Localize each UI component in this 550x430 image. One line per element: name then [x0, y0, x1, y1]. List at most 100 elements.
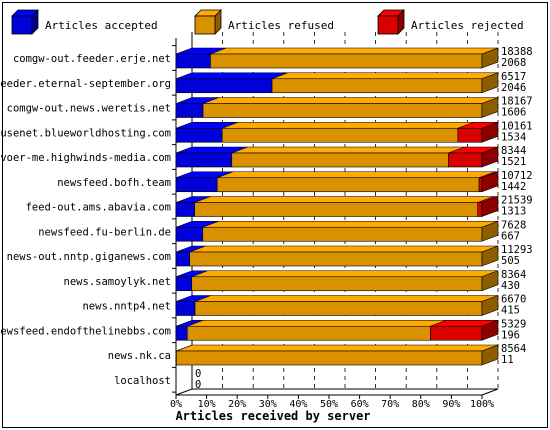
bar-articles-refused-top — [217, 171, 496, 179]
category-label: voer-me.highwinds-media.com — [0, 152, 171, 164]
category-label: comgw-out.news.weretis.net — [7, 103, 171, 115]
total-label: 21539 — [501, 195, 533, 207]
total-label: 18167 — [501, 96, 533, 108]
bar-articles-refused-top — [194, 295, 499, 302]
x-tick-label: 50% — [320, 399, 338, 410]
bar-articles-refused-side — [481, 97, 499, 118]
total-label: 7628 — [501, 219, 526, 231]
accepted-label: 1521 — [501, 156, 526, 168]
x-tick-label: 20% — [228, 399, 246, 410]
bar-articles-refused-side — [481, 72, 499, 94]
accepted-label: 505 — [501, 255, 520, 267]
floor-edge — [175, 388, 193, 396]
bar-articles-rejected — [457, 127, 483, 143]
total-label: 8344 — [501, 145, 526, 157]
bar-articles-refused-top — [191, 270, 499, 278]
legend-swatch — [11, 15, 33, 35]
accepted-label: 1606 — [501, 107, 526, 119]
bar-articles-refused — [210, 53, 483, 69]
bar-articles-refused-side — [481, 270, 499, 292]
accepted-label: 415 — [501, 305, 520, 317]
bar-articles-rejected-side — [481, 121, 499, 143]
category-labels: comgw-out.feeder.erje.net feeder.eternal-… — [0, 53, 171, 387]
category-label: newsfeed.bofh.team — [57, 177, 171, 189]
x-tick-label: 90% — [442, 399, 460, 410]
bar-articles-accepted — [175, 301, 196, 316]
bar-articles-refused-side — [481, 344, 499, 366]
bar-articles-accepted — [175, 152, 233, 168]
x-axis: 0% 10% 20% 30% 40% 50% 60% 70% 80% 90% 100% — [170, 395, 494, 410]
category-label: localhost — [114, 375, 171, 387]
accepted-label: 2068 — [501, 57, 526, 69]
bar-articles-refused — [176, 350, 483, 366]
bar-articles-refused — [216, 177, 480, 193]
bar-articles-refused-side — [481, 47, 499, 69]
value-labels: 1838820686517204618167160610161153483441… — [195, 46, 533, 391]
total-label: 11293 — [501, 244, 533, 256]
category-label: news-out.nntp.giganews.com — [7, 251, 171, 263]
bar-articles-refused-side — [481, 245, 499, 267]
x-tick-label: 10% — [198, 399, 216, 410]
bar-articles-refused-top — [231, 146, 465, 154]
total-label: 6517 — [501, 71, 526, 83]
category-label: news.nntp4.net — [82, 301, 171, 313]
bar-articles-rejected — [448, 152, 483, 168]
accepted-label: 1534 — [501, 131, 526, 143]
legend-label: Articles refused — [228, 19, 334, 32]
bar-articles-accepted — [175, 127, 223, 143]
accepted-label: 2046 — [501, 82, 526, 94]
bar-articles-refused — [191, 276, 483, 292]
x-tick-label: 40% — [289, 399, 307, 410]
legend-swatch — [194, 15, 216, 35]
category-label: comgw-out.feeder.erje.net — [13, 53, 171, 65]
bar-articles-accepted — [175, 78, 273, 94]
bar-articles-refused-top — [202, 220, 499, 228]
bar-articles-rejected-side — [481, 196, 499, 217]
x-tick-label: 30% — [259, 399, 277, 410]
bar-articles-accepted — [175, 177, 218, 193]
x-axis-label: Articles received by server — [175, 409, 370, 423]
bar-articles-refused — [231, 152, 449, 168]
bar-articles-refused-side — [481, 220, 499, 242]
bar-articles-refused — [194, 202, 479, 217]
bar-articles-refused-top — [210, 47, 499, 55]
x-tick-label: 0% — [170, 399, 182, 410]
category-label: news.samoylyk.net — [64, 276, 171, 288]
bar-articles-rejected — [478, 177, 483, 193]
bar-articles-refused — [202, 103, 483, 118]
bar-articles-accepted — [175, 53, 211, 69]
bar-articles-accepted — [175, 202, 195, 217]
bar-articles-refused-top — [176, 344, 499, 352]
bar-articles-refused-top — [194, 196, 494, 203]
legend: Articles accepted Articles refused Article… — [11, 9, 524, 35]
total-label: 6670 — [501, 294, 526, 306]
bar-articles-accepted — [175, 251, 190, 267]
total-label: 10712 — [501, 170, 533, 182]
x-tick-label: 100% — [470, 399, 494, 410]
bar-articles-refused — [221, 127, 459, 143]
bar-articles-refused-top — [187, 319, 447, 327]
bar-articles-accepted — [175, 103, 204, 118]
accepted-label: 1442 — [501, 181, 526, 193]
bar-articles-refused — [189, 251, 483, 267]
bar-articles-refused — [194, 301, 483, 316]
accepted-label: 1313 — [501, 206, 526, 218]
x-tick-label: 60% — [351, 399, 369, 410]
total-label: 0 — [195, 368, 201, 380]
accepted-label: 667 — [501, 230, 520, 242]
bar-articles-accepted — [175, 226, 204, 242]
bar-articles-rejected-side — [481, 146, 499, 168]
total-label: 18388 — [501, 46, 533, 58]
bar-articles-accepted — [175, 276, 193, 292]
bar-articles-refused — [202, 226, 483, 242]
bars — [175, 47, 499, 366]
total-label: 8564 — [501, 343, 526, 355]
category-label: feeder.eternal-september.org — [0, 78, 171, 90]
category-label: news.nk.ca — [108, 350, 171, 362]
bar-articles-rejected — [430, 325, 483, 341]
floor-edge-right — [481, 388, 499, 396]
bar-articles-accepted — [175, 325, 188, 341]
x-tick-label: 80% — [412, 399, 430, 410]
bar-articles-rejected-side — [481, 319, 499, 341]
